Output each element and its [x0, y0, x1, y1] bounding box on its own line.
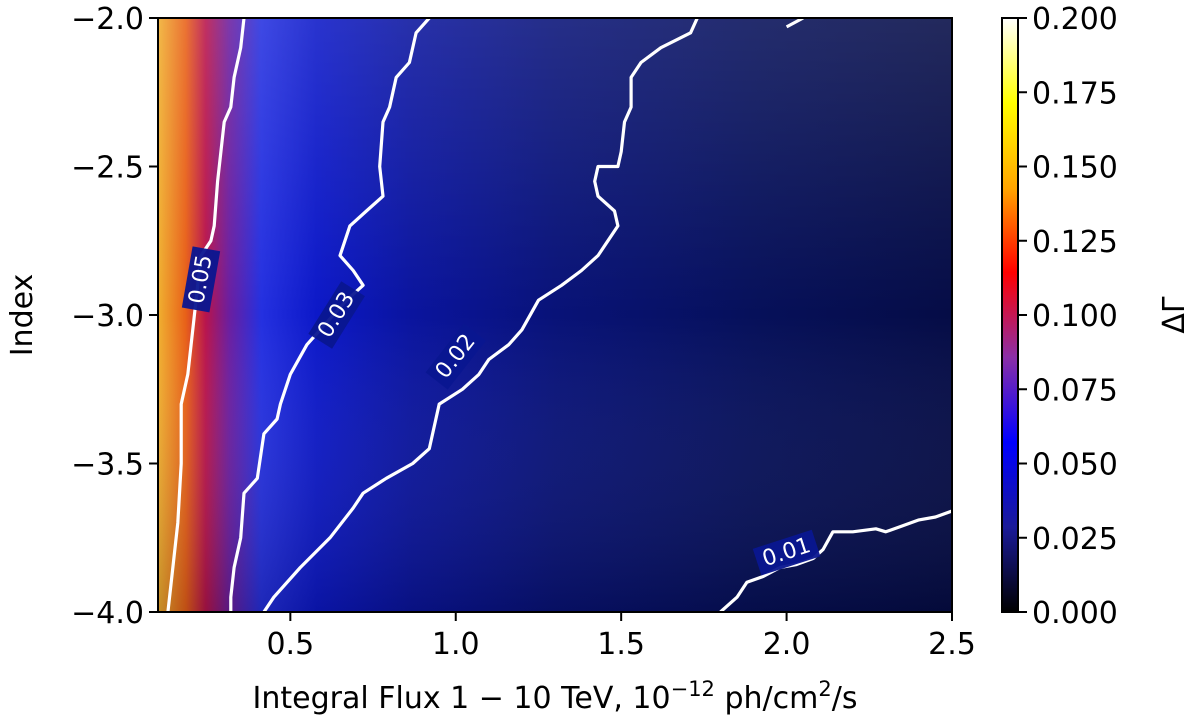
contour-line-2: [262, 18, 699, 612]
y-tick-label: −4.0: [71, 596, 144, 631]
colorbar-tick-label: 0.150: [1032, 151, 1118, 186]
colorbar-tick-label: 0.075: [1032, 373, 1118, 408]
y-tick-label: −2.0: [71, 2, 144, 37]
contour-label-bg: [181, 246, 221, 313]
colorbar-label: ΔΓ: [1157, 296, 1192, 334]
colorbar-tick-label: 0.050: [1032, 448, 1118, 483]
colorbar-scale: [1001, 17, 1019, 613]
contour-label-bg: [425, 323, 486, 390]
contour-line-4: [719, 509, 952, 612]
y-tick-label: −3.0: [71, 299, 144, 334]
heatmap-shading: [158, 18, 952, 612]
contour-line-3: [785, 18, 804, 29]
x-tick-label: 2.5: [928, 627, 976, 662]
colorbar-tick-label: 0.000: [1032, 596, 1118, 631]
colorbar-tick-label: 0.025: [1032, 522, 1118, 557]
x-tick-label: 1.0: [432, 627, 480, 662]
colorbar-tick-label: 0.100: [1032, 299, 1118, 334]
contour-label-bg: [752, 529, 821, 576]
plot-area: [158, 18, 952, 612]
colorbar: 0.000 0.025 0.050 0.075 0.100 0.125 0.150 0.175…: [1001, 2, 1118, 631]
y-tick-label: −2.5: [71, 151, 144, 186]
contour-line-1: [229, 18, 431, 612]
colorbar-tick-label: 0.200: [1032, 2, 1118, 37]
x-tick-label: 0.5: [266, 627, 314, 662]
colorbar-tick-label: 0.125: [1032, 225, 1118, 260]
x-tick-label: 1.5: [597, 627, 645, 662]
y-axis-label: Index: [5, 274, 40, 357]
x-axis-label: Integral Flux 1 − 10 TeV, 10−12 ph/cm2/s: [253, 677, 858, 716]
contour-label-bg: [308, 281, 365, 349]
colorbar-tick-label: 0.175: [1032, 76, 1118, 111]
axes: 0.5 1.0 1.5 2.0 2.5 −2.0 −2.5 −3.0 −3.5 −4.0: [71, 2, 976, 662]
y-tick-label: −3.5: [71, 448, 144, 483]
x-tick-label: 2.0: [763, 627, 811, 662]
